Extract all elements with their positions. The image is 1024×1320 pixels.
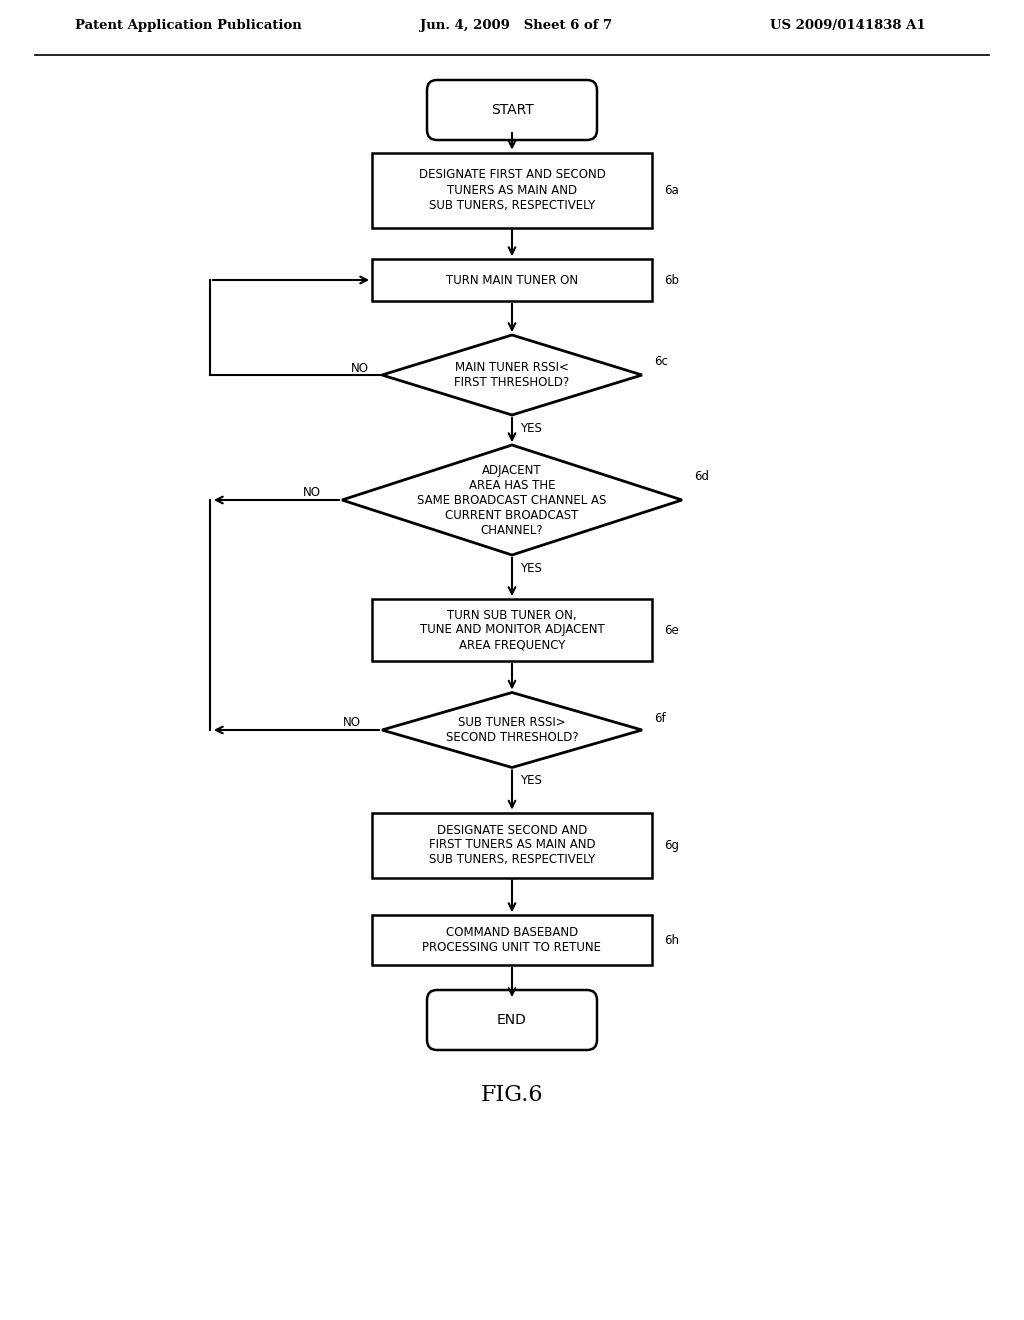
Text: MAIN TUNER RSSI<
FIRST THRESHOLD?: MAIN TUNER RSSI< FIRST THRESHOLD? bbox=[455, 360, 569, 389]
Text: NO: NO bbox=[303, 487, 321, 499]
Text: YES: YES bbox=[520, 562, 542, 576]
Text: 6c: 6c bbox=[654, 355, 668, 368]
Text: 6f: 6f bbox=[654, 713, 666, 726]
Text: TURN MAIN TUNER ON: TURN MAIN TUNER ON bbox=[445, 273, 579, 286]
Text: FIG.6: FIG.6 bbox=[480, 1084, 544, 1106]
Polygon shape bbox=[382, 335, 642, 414]
Text: NO: NO bbox=[343, 717, 361, 730]
Bar bbox=[372, 599, 652, 661]
Text: TURN SUB TUNER ON,
TUNE AND MONITOR ADJACENT
AREA FREQUENCY: TURN SUB TUNER ON, TUNE AND MONITOR ADJA… bbox=[420, 609, 604, 652]
Text: END: END bbox=[497, 1012, 527, 1027]
Text: 6h: 6h bbox=[664, 933, 679, 946]
Polygon shape bbox=[342, 445, 682, 554]
Text: DESIGNATE FIRST AND SECOND
TUNERS AS MAIN AND
SUB TUNERS, RESPECTIVELY: DESIGNATE FIRST AND SECOND TUNERS AS MAI… bbox=[419, 169, 605, 211]
Bar bbox=[372, 153, 652, 227]
Text: YES: YES bbox=[520, 422, 542, 436]
Text: NO: NO bbox=[351, 362, 369, 375]
Text: 6a: 6a bbox=[664, 183, 679, 197]
Text: Jun. 4, 2009   Sheet 6 of 7: Jun. 4, 2009 Sheet 6 of 7 bbox=[420, 18, 612, 32]
Text: Patent Application Publication: Patent Application Publication bbox=[75, 18, 302, 32]
Text: SUB TUNER RSSI>
SECOND THRESHOLD?: SUB TUNER RSSI> SECOND THRESHOLD? bbox=[445, 715, 579, 744]
Text: 6e: 6e bbox=[664, 623, 679, 636]
Text: YES: YES bbox=[520, 775, 542, 788]
Polygon shape bbox=[382, 693, 642, 767]
Text: DESIGNATE SECOND AND
FIRST TUNERS AS MAIN AND
SUB TUNERS, RESPECTIVELY: DESIGNATE SECOND AND FIRST TUNERS AS MAI… bbox=[429, 824, 595, 866]
Text: ADJACENT
AREA HAS THE
SAME BROADCAST CHANNEL AS
CURRENT BROADCAST
CHANNEL?: ADJACENT AREA HAS THE SAME BROADCAST CHA… bbox=[418, 463, 606, 536]
Text: US 2009/0141838 A1: US 2009/0141838 A1 bbox=[770, 18, 926, 32]
Text: 6d: 6d bbox=[694, 470, 709, 483]
Text: START: START bbox=[490, 103, 534, 117]
FancyBboxPatch shape bbox=[427, 81, 597, 140]
Text: COMMAND BASEBAND
PROCESSING UNIT TO RETUNE: COMMAND BASEBAND PROCESSING UNIT TO RETU… bbox=[423, 927, 601, 954]
Bar bbox=[372, 915, 652, 965]
Text: 6g: 6g bbox=[664, 838, 679, 851]
Text: 6b: 6b bbox=[664, 273, 679, 286]
Bar bbox=[372, 259, 652, 301]
FancyBboxPatch shape bbox=[427, 990, 597, 1049]
Bar bbox=[372, 813, 652, 878]
